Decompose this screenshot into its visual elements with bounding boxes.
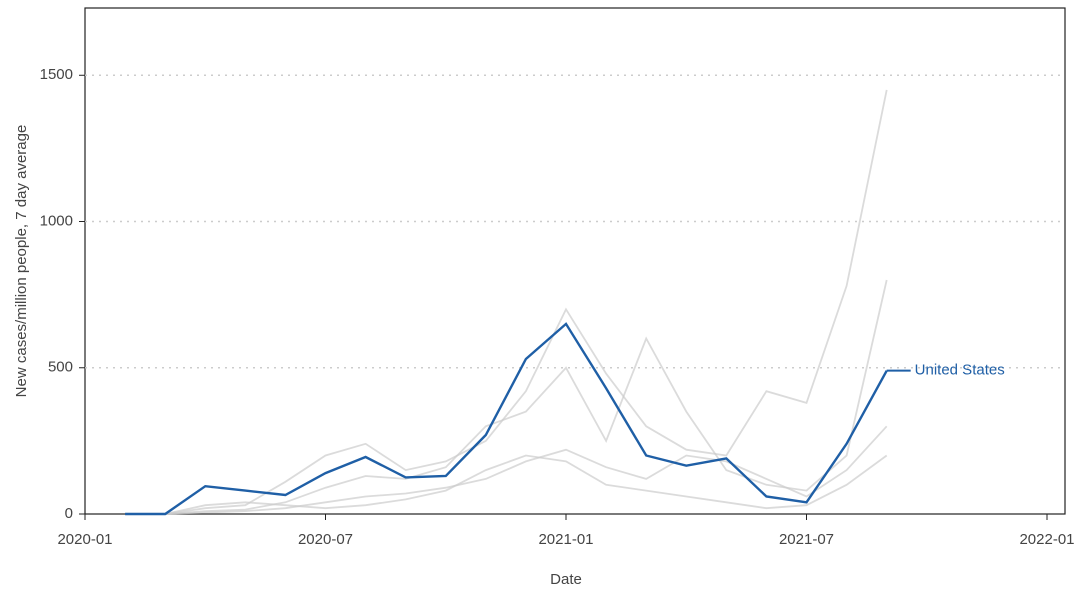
y-axis-title: New cases/million people, 7 day average: [13, 125, 30, 398]
series-line: [125, 322, 888, 516]
series-label: United States: [915, 362, 1005, 379]
y-tick-label: 500: [48, 359, 73, 376]
series-line: [165, 425, 888, 515]
series-line: [165, 279, 888, 515]
x-tick-label: 2021-07: [779, 531, 834, 548]
y-tick-label: 0: [65, 505, 73, 522]
x-tick-label: 2020-01: [57, 531, 112, 548]
x-tick-label: 2021-01: [538, 531, 593, 548]
plot-frame: [84, 7, 1066, 515]
series-line: [165, 89, 888, 515]
series-line: [165, 454, 888, 515]
y-tick-label: 1000: [40, 212, 73, 229]
x-tick-label: 2020-07: [298, 531, 353, 548]
y-tick-label: 1500: [40, 66, 73, 83]
x-axis-title: Date: [550, 571, 582, 588]
x-tick-label: 2022-01: [1019, 531, 1074, 548]
